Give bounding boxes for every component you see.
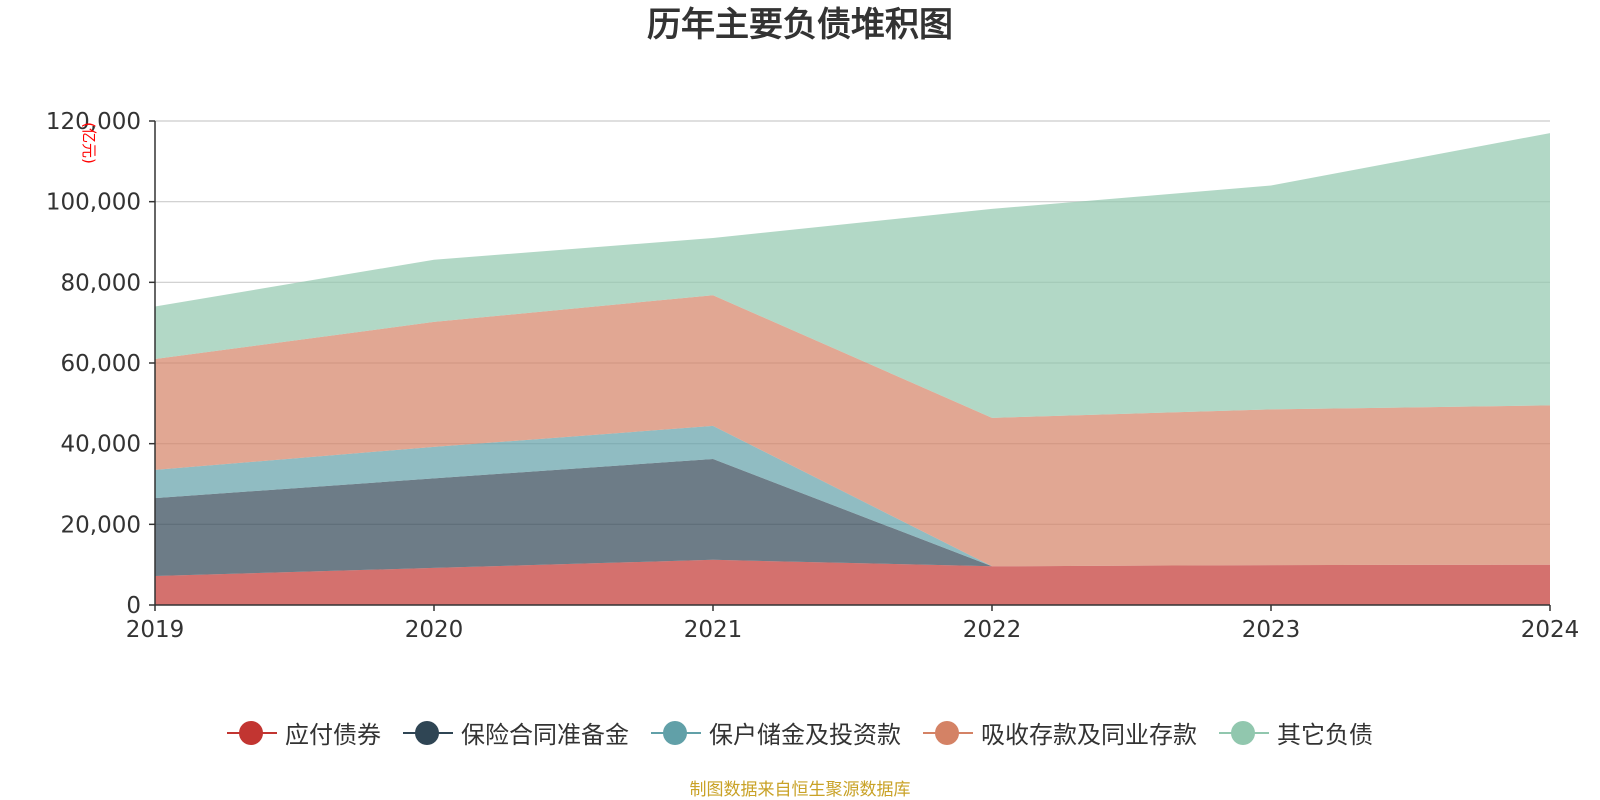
axis-layer: 0 20,000 40,000 60,000 80,000 100,000 120,000 2… [46, 109, 1579, 643]
legend-label: 其它负债 [1277, 721, 1373, 749]
legend-label: 吸收存款及同业存款 [981, 721, 1197, 749]
x-tick-label: 2023 [1242, 617, 1301, 643]
area-layer [155, 133, 1550, 605]
x-tick-label: 2022 [963, 617, 1022, 643]
legend-marker-icon [403, 720, 453, 746]
legend-item-3[interactable]: 保户储金及投资款 [651, 715, 901, 750]
legend-label: 保户储金及投资款 [709, 721, 901, 749]
legend-marker-icon [923, 720, 973, 746]
x-tick-label: 2020 [405, 617, 464, 643]
area-series-4 [155, 295, 1550, 567]
chart-title: 历年主要负债堆积图 [647, 5, 953, 45]
legend-label: 应付债券 [285, 721, 381, 749]
x-tick-label: 2021 [684, 617, 743, 643]
legend: 应付债券 保险合同准备金 保户储金及投资款 吸收存款及同业存款 其它负债 [0, 715, 1600, 750]
y-axis-unit-label: (亿元) [80, 122, 98, 164]
legend-item-4[interactable]: 吸收存款及同业存款 [923, 715, 1197, 750]
y-tick-label: 0 [126, 593, 141, 619]
area-series-2 [155, 459, 1550, 576]
y-tick-label: 120,000 [46, 109, 141, 135]
y-tick-label: 80,000 [61, 270, 141, 296]
area-series-1 [155, 559, 1550, 605]
legend-marker-icon [1219, 720, 1269, 746]
legend-label: 保险合同准备金 [461, 721, 629, 749]
legend-marker-icon [651, 720, 701, 746]
y-tick-label: 100,000 [46, 190, 141, 216]
legend-item-2[interactable]: 保险合同准备金 [403, 715, 629, 750]
source-note: 制图数据来自恒生聚源数据库 [689, 780, 911, 800]
x-tick-label: 2024 [1521, 617, 1580, 643]
legend-marker-icon [227, 720, 277, 746]
y-tick-label: 40,000 [61, 432, 141, 458]
y-tick-label: 60,000 [61, 351, 141, 377]
area-series-3 [155, 425, 1550, 567]
legend-item-5[interactable]: 其它负债 [1219, 715, 1373, 750]
area-series-5 [155, 133, 1550, 418]
x-tick-label: 2019 [126, 617, 185, 643]
legend-item-1[interactable]: 应付债券 [227, 715, 381, 750]
y-tick-label: 20,000 [61, 512, 141, 538]
